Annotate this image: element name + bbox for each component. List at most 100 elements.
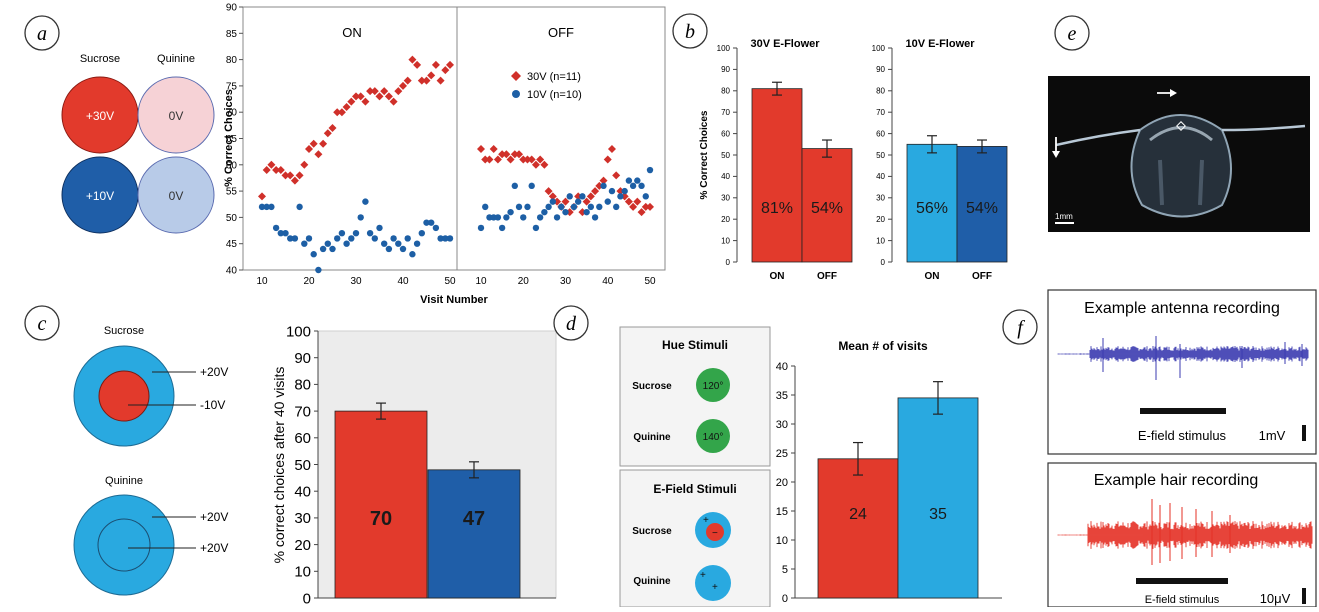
scatter-point-10v <box>390 235 397 242</box>
antenna-scale-label: 1mV <box>1259 428 1286 443</box>
x-tick-label: 20 <box>303 276 315 287</box>
scatter-point-30v <box>637 208 646 217</box>
hue-sucrose-label: Sucrose <box>632 381 672 392</box>
scatter-point-10v <box>334 235 341 242</box>
y-tick-label: 100 <box>286 323 311 340</box>
sucrose-column-label: Sucrose <box>80 53 120 65</box>
scatter-point-10v <box>409 251 416 258</box>
x-tick-label: 30 <box>350 276 362 287</box>
hair-scale-bar <box>1302 588 1306 604</box>
panel-a: a Sucrose Quinine +30V 0V +10V 0V ON OFF 4… <box>24 3 666 306</box>
scatter-point-10v <box>305 235 313 242</box>
scatter-point-10v <box>562 208 569 216</box>
y-tick-label: 60 <box>226 160 238 171</box>
scatter-point-30v <box>417 76 426 85</box>
bar-value-label: 47 <box>463 508 485 530</box>
chart-title: 30V E-Flower <box>750 38 820 50</box>
chart-title: Mean # of visits <box>838 339 928 353</box>
scatter-point-30v <box>540 160 549 169</box>
disc-sucrose-30v-label: +30V <box>86 109 114 123</box>
scatter-point-10v <box>343 240 350 247</box>
scatter-point-10v <box>642 193 649 200</box>
y-tick-label: 0 <box>726 258 731 267</box>
scatter-point-10v <box>296 203 303 211</box>
y-tick-label: 40 <box>226 266 238 277</box>
x-tick-label: 30 <box>560 276 572 287</box>
bar-value-label: 56% <box>916 200 948 217</box>
scatter-panel-label: ON <box>342 25 362 40</box>
scatter-point-30v <box>328 123 337 132</box>
efield-stimuli-title: E-Field Stimuli <box>653 482 736 496</box>
c-sucrose-label: Sucrose <box>104 325 144 337</box>
scatter-point-30v <box>489 145 498 154</box>
scatter-point-30v <box>361 97 370 106</box>
scatter-point-10v <box>536 214 544 221</box>
scatter-point-10v <box>263 203 270 211</box>
antenna-recording-box <box>1047 289 1317 455</box>
scatter-point-30v <box>646 202 654 211</box>
scatter-point-30v <box>394 87 403 96</box>
panel-b-letter: b <box>685 21 695 43</box>
scatter-point-10v <box>315 266 322 274</box>
y-tick-label: 0 <box>782 593 788 605</box>
scatter-point-10v <box>385 245 393 253</box>
y-tick-label: 60 <box>294 430 311 447</box>
c-quinine-outer-ring <box>73 494 175 596</box>
scatter-point-10v <box>494 214 502 221</box>
scatter-point-30v <box>323 129 332 138</box>
scatter-point-10v <box>549 198 557 205</box>
scatter-point-10v <box>395 240 402 247</box>
scatter-point-10v <box>482 203 489 211</box>
scatter-point-30v <box>300 160 309 169</box>
scatter-point-30v <box>536 155 545 164</box>
y-tick-label: 55 <box>226 187 238 198</box>
scatter-point-10v <box>596 203 603 211</box>
scatter-point-30v <box>607 145 616 154</box>
scatter-point-30v <box>370 87 379 96</box>
legend-entry: 10V (n=10) <box>527 89 582 101</box>
hue-quinine-value: 140° <box>703 432 724 443</box>
scatter-point-30v <box>544 187 553 196</box>
y-tick-label: 80 <box>294 377 311 394</box>
y-tick-label: 30 <box>876 194 885 203</box>
arrow-right-icon <box>1157 89 1177 97</box>
scatter-point-30v <box>446 60 454 69</box>
y-tick-label: 20 <box>776 477 788 489</box>
bar <box>897 397 979 599</box>
bar-value-label: 54% <box>811 200 843 217</box>
y-tick-label: 10 <box>876 236 885 245</box>
y-tick-label: 50 <box>294 457 311 474</box>
scatter-point-10v <box>604 198 611 205</box>
scatter-point-30v <box>258 192 266 201</box>
y-tick-label: 50 <box>721 151 730 160</box>
scatter-point-30v <box>422 76 431 85</box>
c-sucrose-outer-voltage: +20V <box>200 365 228 379</box>
scatter-point-30v <box>523 155 532 164</box>
y-tick-label: 90 <box>721 65 730 74</box>
y-tick-label: 5 <box>782 564 788 576</box>
y-tick-label: 85 <box>226 29 238 40</box>
antenna-stimulus-bar <box>1140 408 1226 414</box>
scatter-point-10v <box>272 224 280 232</box>
scatter-point-10v <box>277 229 284 237</box>
bar <box>751 88 803 263</box>
bar-chart-10v: 0 10 20 30 40 50 60 70 80 90 100 10V E-Flower 56% ON 5… <box>872 38 1008 282</box>
scatter-point-30v <box>286 171 295 180</box>
bar <box>817 458 899 599</box>
scatter-point-30v <box>380 87 389 96</box>
panel-f: f Example antenna recording E-field stim… <box>1002 289 1317 608</box>
scatter-point-10v <box>477 224 485 232</box>
scale-bar-label: 1mm <box>1055 212 1073 221</box>
disc-quinine-0v-top <box>137 76 215 154</box>
scatter-point-10v <box>258 203 266 211</box>
category-label: ON <box>770 271 785 282</box>
scatter-point-10v <box>301 240 308 247</box>
panel-e-letter: e <box>1068 23 1077 45</box>
y-tick-label: 100 <box>717 44 731 53</box>
quinine-column-label: Quinine <box>157 53 195 65</box>
panel-f-letter: f <box>1017 317 1025 339</box>
scatter-point-10v <box>621 187 628 195</box>
hue-sucrose-disc <box>696 368 730 402</box>
scatter-point-10v <box>268 203 275 211</box>
